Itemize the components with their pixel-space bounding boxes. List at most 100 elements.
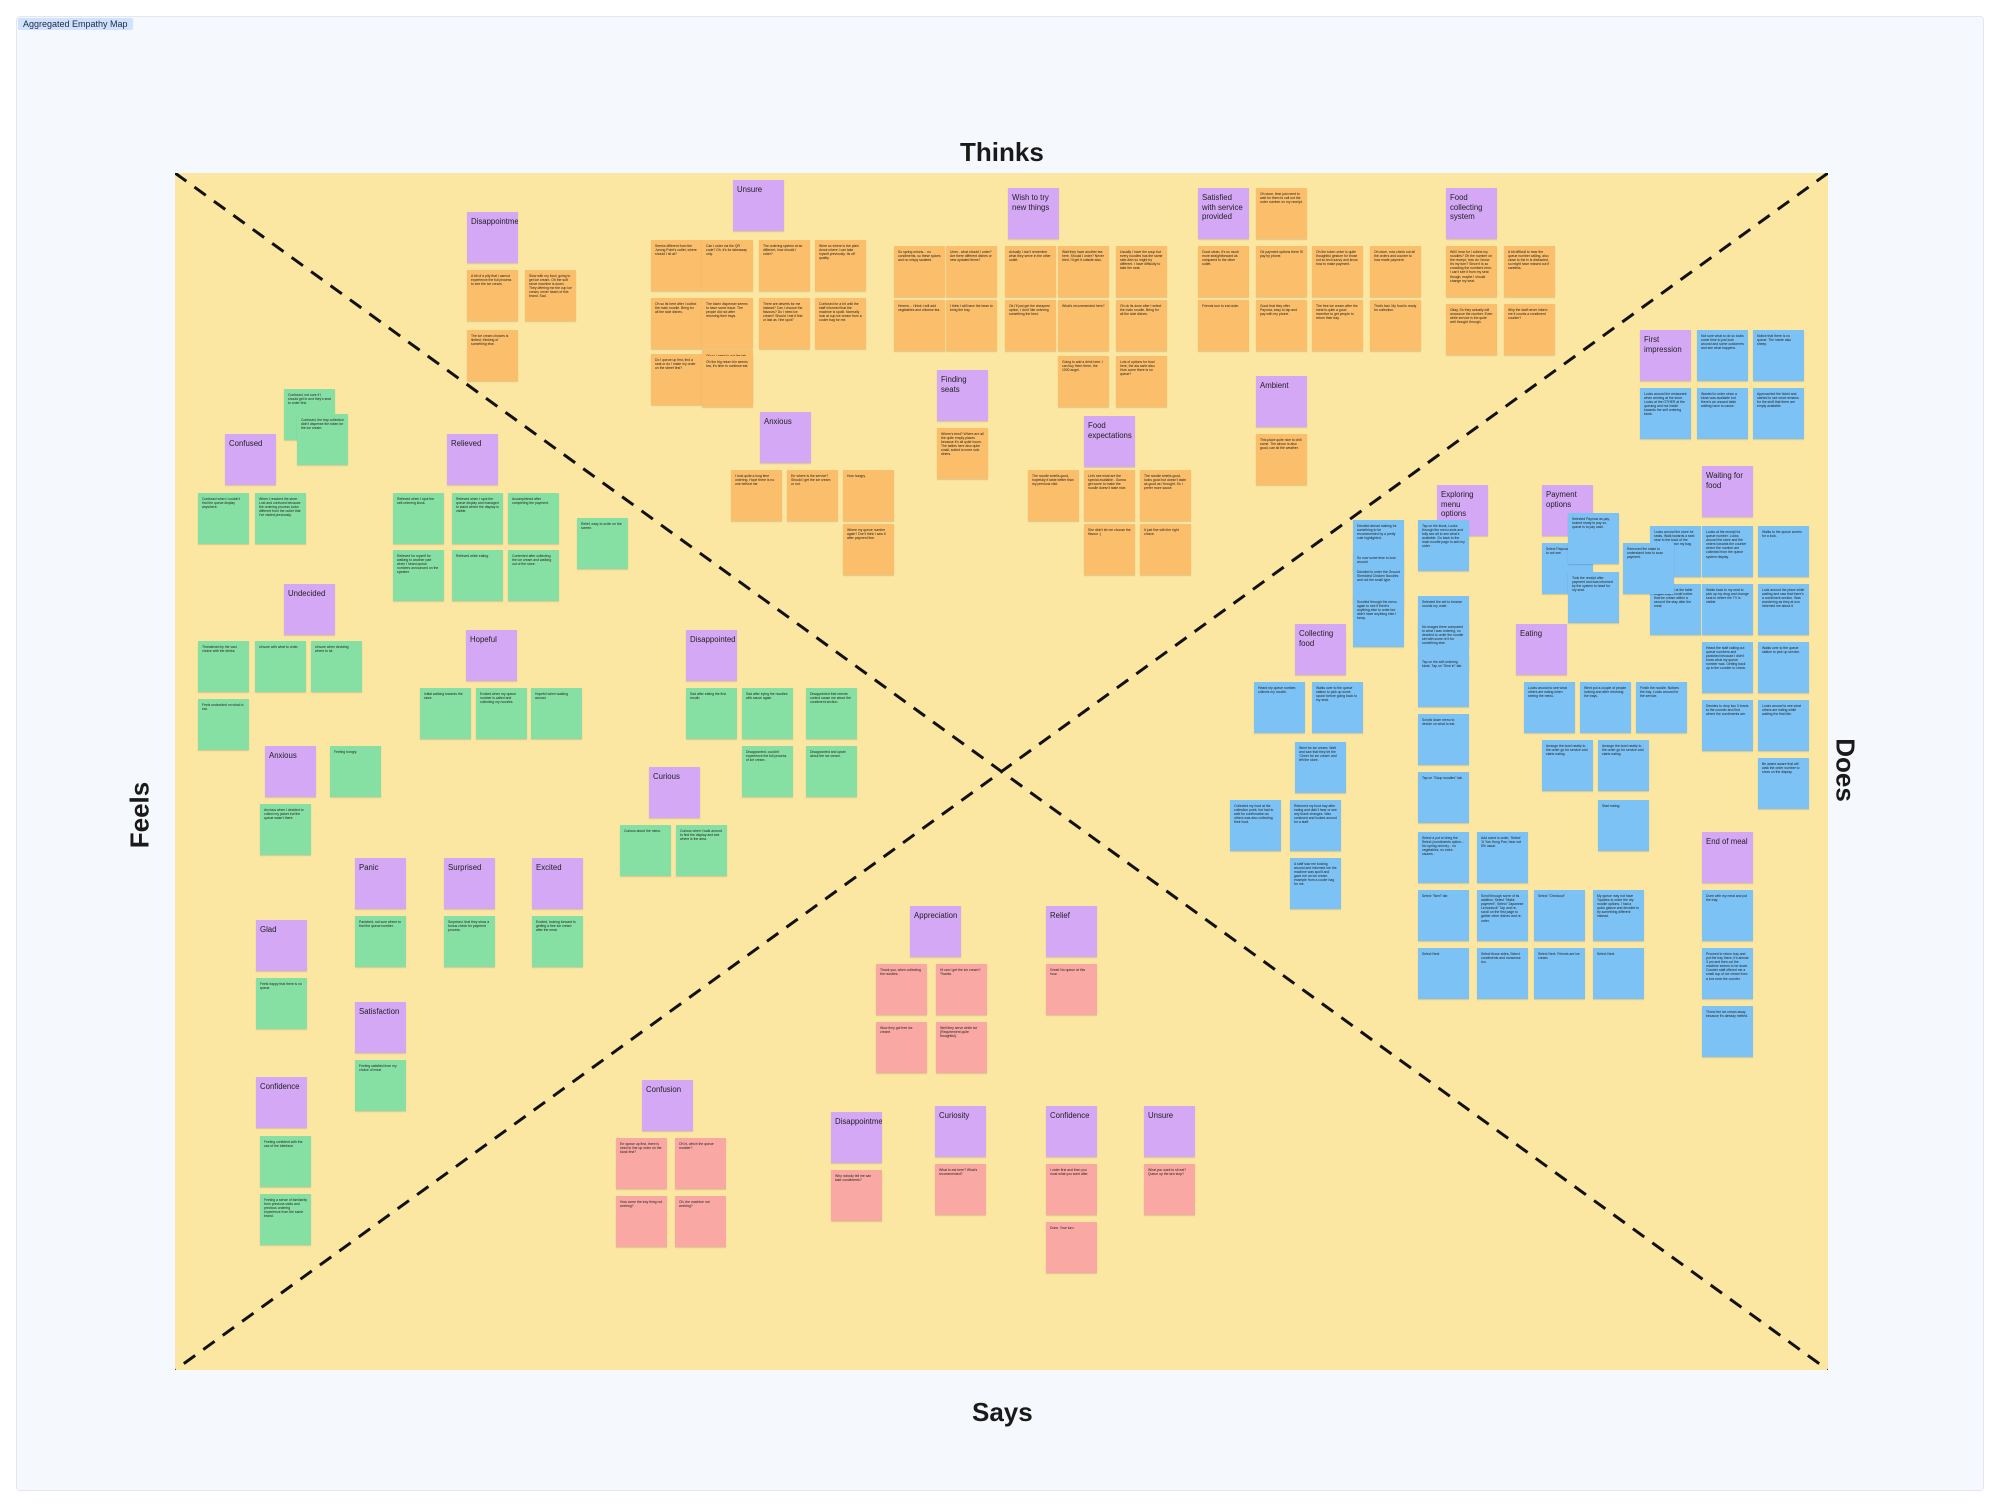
sticky-note[interactable]: Look around the place while waiting and …	[1758, 584, 1809, 635]
sticky-note[interactable]: Wanted to order since a kiosk was availa…	[1697, 388, 1748, 439]
sticky-note[interactable]: Oh so its here after I collect the main …	[651, 298, 702, 349]
sticky-note[interactable]: Collected my food at the collection poin…	[1230, 800, 1281, 851]
sticky-note[interactable]: A bit difficult to hear the queue number…	[1504, 246, 1555, 297]
sticky-note[interactable]: Umm.. what should I order? Are there dif…	[946, 246, 997, 297]
sticky-note[interactable]: Do I queue up first, find a seat or do I…	[651, 354, 702, 405]
sticky-note[interactable]: Looks at the receipt for queue number. L…	[1702, 526, 1753, 577]
sticky-note[interactable]: A staff saw me looking around and inform…	[1290, 858, 1341, 909]
category-note-says[interactable]: Confidence	[1046, 1106, 1097, 1157]
category-note-feels[interactable]: Confidence	[256, 1077, 307, 1128]
sticky-note[interactable]: Threw the ice cream away because it's al…	[1702, 1006, 1753, 1057]
category-note-says[interactable]: Unsure	[1144, 1106, 1195, 1157]
sticky-note[interactable]: Surprised, that they show a bonus check …	[444, 916, 495, 967]
sticky-note[interactable]: I order first and then you must what you…	[1046, 1164, 1097, 1215]
category-note-feels[interactable]: Glad	[256, 920, 307, 971]
sticky-note[interactable]: Disappointed and upset about the ice cre…	[806, 746, 857, 797]
sticky-note[interactable]: Unsure with what to order.	[255, 641, 306, 692]
sticky-note[interactable]: Relieved when I spot the self-ordering k…	[393, 493, 444, 544]
category-note-thinks[interactable]: Unsure	[733, 180, 784, 231]
category-note-says[interactable]: Relief	[1046, 906, 1097, 957]
sticky-note[interactable]: Done with my meal and put the tray.	[1702, 890, 1753, 941]
sticky-note[interactable]: Accomplished after completing the paymen…	[508, 493, 559, 544]
category-note-does[interactable]: Eating	[1516, 624, 1567, 675]
category-note-thinks[interactable]: Satisfied with service provided	[1198, 188, 1249, 239]
sticky-note[interactable]: Okay, So they actually will announce the…	[1446, 304, 1497, 355]
category-note-does[interactable]: Collecting food	[1295, 624, 1346, 675]
sticky-note[interactable]: Oh done, time just need to wait for them…	[1256, 188, 1307, 239]
sticky-note[interactable]: Notice that there is no queue. The insid…	[1753, 330, 1804, 381]
sticky-note[interactable]: Wait they have another tea here. Should …	[1058, 246, 1109, 297]
sticky-note[interactable]: Done. Your turn.	[1046, 1222, 1097, 1273]
category-note-does[interactable]: End of meal	[1702, 832, 1753, 883]
sticky-note[interactable]: Went put a couple of people looking and …	[1580, 682, 1631, 733]
sticky-note[interactable]: Relieved while eating.	[452, 550, 503, 601]
frame-title[interactable]: Aggregated Empathy Map	[18, 18, 133, 30]
category-note-says[interactable]: Curiosity	[935, 1106, 986, 1157]
sticky-note[interactable]: Panicked, not sure where to find the que…	[355, 916, 406, 967]
sticky-note[interactable]: Oh hi, which the queue number?	[675, 1138, 726, 1189]
category-note-says[interactable]: Disappointment	[831, 1112, 882, 1163]
sticky-note[interactable]: Start eating.	[1598, 800, 1649, 851]
category-note-feels[interactable]: Surprised	[444, 858, 495, 909]
category-note-feels[interactable]: Hopeful	[466, 630, 517, 681]
sticky-note[interactable]: Let's see what are the special available…	[1084, 470, 1135, 521]
sticky-note[interactable]: How hungry.	[843, 470, 894, 521]
sticky-note[interactable]: There are deserts for me instead? Can I …	[759, 298, 810, 349]
category-note-feels[interactable]: Excited	[532, 858, 583, 909]
sticky-note[interactable]: Why the staff never inform me it counts …	[1504, 304, 1555, 355]
sticky-note[interactable]: Approached the ticket and started to see…	[1753, 388, 1804, 439]
sticky-note[interactable]: Feeling confident with the use of the in…	[260, 1136, 311, 1187]
category-note-says[interactable]: Confusion	[642, 1080, 693, 1131]
sticky-note[interactable]: Looks around to see what others are eati…	[1524, 682, 1575, 733]
category-note-thinks[interactable]: Food expectations	[1084, 416, 1135, 467]
sticky-note[interactable]: Threatened by the vast choice with the d…	[198, 641, 249, 692]
sticky-note[interactable]: Initial walking towards the store.	[420, 688, 471, 739]
sticky-note[interactable]: Feeling satisfied from my choice of meal…	[355, 1060, 406, 1111]
category-note-says[interactable]: Appreciation	[910, 906, 961, 957]
sticky-note[interactable]: Tap on "Soup noodles" tab.	[1418, 772, 1469, 823]
sticky-note[interactable]: I think I will have the bean to bring th…	[946, 300, 997, 351]
sticky-note[interactable]: Relieved for myself for walking to anoth…	[393, 550, 444, 601]
sticky-note[interactable]: Feels undecided on what to eat.	[198, 699, 249, 750]
sticky-note[interactable]: Sad after eating the first mouth.	[686, 688, 737, 739]
sticky-note[interactable]: Confused, the tray collection didn't dis…	[297, 414, 348, 465]
sticky-note[interactable]: The noodle smells good, hopefully it tas…	[1028, 470, 1079, 521]
sticky-note[interactable]: Looks around the restaurant when arrivin…	[1640, 388, 1691, 439]
category-note-feels[interactable]: Panic	[355, 858, 406, 909]
category-note-feels[interactable]: Curious	[649, 767, 700, 818]
sticky-note[interactable]: Slow with my food, going to get ice crea…	[525, 270, 576, 321]
sticky-note[interactable]: Unsure when deciding where to sit.	[311, 641, 362, 692]
sticky-note[interactable]: This place quite nice to chill some. The…	[1256, 434, 1307, 485]
sticky-note[interactable]: The token dispenser seems to have some i…	[702, 298, 753, 349]
category-note-thinks[interactable]: Finding seats	[937, 370, 988, 421]
sticky-note[interactable]: Err queue up first, there is need to lin…	[616, 1138, 667, 1189]
sticky-note[interactable]: Going to add a drink here. I can buy the…	[1058, 356, 1109, 407]
sticky-note[interactable]: Excited, looking forward to getting a fr…	[532, 916, 583, 967]
sticky-note[interactable]: Err where is the service? Should I get t…	[787, 470, 838, 521]
sticky-note[interactable]: Hopeful when walking around.	[531, 688, 582, 739]
sticky-note[interactable]: Ok payment options there I'll pay by pho…	[1256, 246, 1307, 297]
sticky-note[interactable]: Can I order via the QR code? Oh, it's fo…	[702, 240, 753, 291]
sticky-note[interactable]: Select those sides, Select condiments an…	[1477, 948, 1528, 999]
sticky-note[interactable]: What to eat here? What's recommended?	[935, 1164, 986, 1215]
sticky-note[interactable]: How come the tray thing not working?	[616, 1196, 667, 1247]
sticky-note[interactable]: Hi can I get the ice cream? Thanks.	[936, 964, 987, 1015]
sticky-note[interactable]: What's recommended here?	[1058, 300, 1109, 351]
sticky-note[interactable]: Usually I have the soup but every noodle…	[1116, 246, 1167, 297]
sticky-note[interactable]: Curious about the menu.	[620, 825, 671, 876]
sticky-note[interactable]: The noodle smells good, looks good but d…	[1140, 470, 1191, 521]
sticky-note[interactable]: Select Next. Friends are ice cream.	[1534, 948, 1585, 999]
sticky-note[interactable]: She didn't let me choose the flavour :(	[1084, 524, 1135, 575]
sticky-note[interactable]: Select Next	[1418, 948, 1469, 999]
sticky-note[interactable]: Confused for a bit until the staff infor…	[815, 298, 866, 349]
sticky-note[interactable]: Friends turn to eat order.	[1198, 300, 1249, 351]
sticky-note[interactable]: Scrolls down menu to decide on what to e…	[1418, 714, 1469, 765]
sticky-note[interactable]: Actually I don't remember what they serv…	[1005, 246, 1056, 297]
sticky-note[interactable]: Arrange the bowl neatly to the order go …	[1598, 740, 1649, 791]
sticky-note[interactable]: Finish the noodle. Notices the tray. Loo…	[1636, 682, 1687, 733]
sticky-note[interactable]: Walks over to the queue station to pick …	[1758, 642, 1809, 693]
sticky-note[interactable]: Arrange the bowl neatly to the order go …	[1542, 740, 1593, 791]
sticky-note[interactable]: Walks over to the queue station to pick …	[1312, 682, 1363, 733]
sticky-note[interactable]: So spring onions... no condiments, so th…	[894, 246, 945, 297]
sticky-note[interactable]: Lots of options for food here, the ala c…	[1116, 356, 1167, 407]
